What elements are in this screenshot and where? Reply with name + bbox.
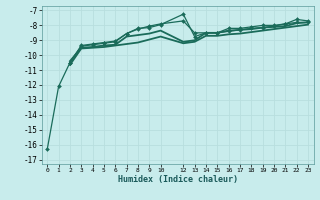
X-axis label: Humidex (Indice chaleur): Humidex (Indice chaleur) [118,175,237,184]
